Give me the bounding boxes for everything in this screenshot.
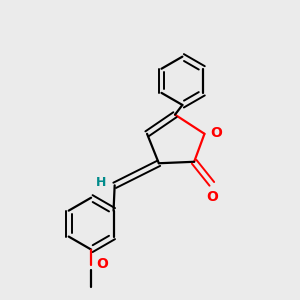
Text: H: H xyxy=(96,176,106,190)
Text: O: O xyxy=(206,190,218,204)
Text: O: O xyxy=(96,257,108,271)
Text: O: O xyxy=(210,126,222,140)
